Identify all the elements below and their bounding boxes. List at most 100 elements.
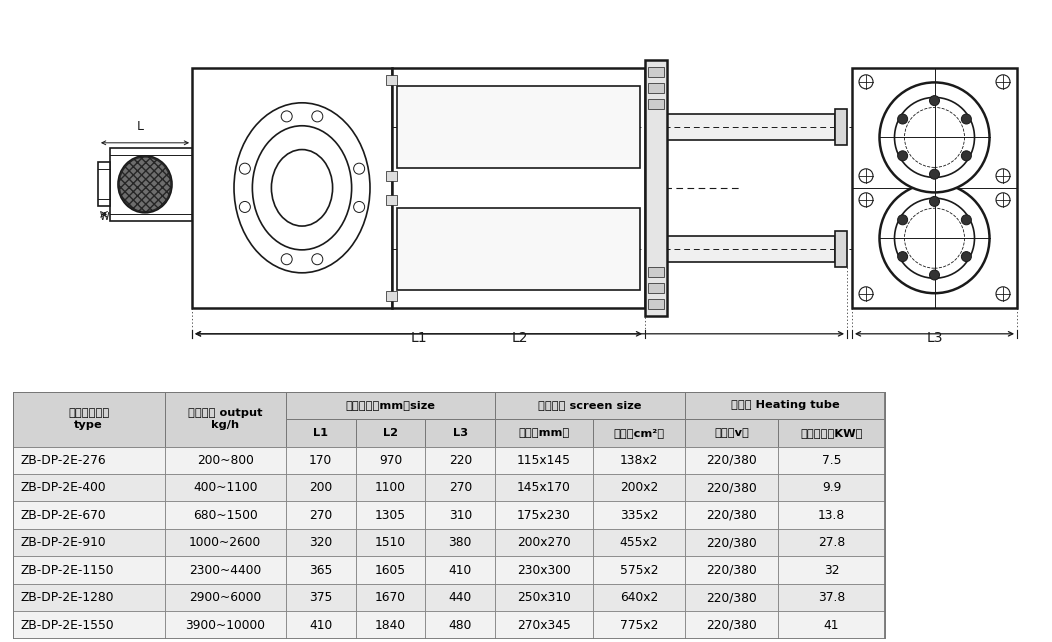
Bar — [286, 529, 356, 557]
Text: 适用产量 output
kg/h: 适用产量 output kg/h — [188, 408, 262, 430]
Text: 直径（mm）: 直径（mm） — [519, 428, 569, 438]
Text: 440: 440 — [448, 591, 472, 604]
Bar — [648, 67, 664, 77]
Bar — [286, 392, 495, 419]
Bar — [648, 83, 664, 93]
Bar — [648, 267, 664, 277]
Circle shape — [962, 252, 971, 261]
Bar — [835, 108, 847, 145]
Bar — [495, 557, 592, 584]
Circle shape — [897, 151, 908, 160]
Bar — [286, 501, 356, 529]
Bar — [835, 231, 847, 267]
Text: ZB-DP-2E-400: ZB-DP-2E-400 — [21, 482, 106, 494]
Bar — [777, 419, 886, 447]
Text: W: W — [99, 213, 108, 222]
Text: 200x2: 200x2 — [620, 482, 659, 494]
Circle shape — [996, 287, 1010, 301]
Text: L3: L3 — [452, 428, 468, 438]
Text: 2900~6000: 2900~6000 — [189, 591, 261, 604]
Bar — [13, 392, 164, 447]
Bar — [667, 114, 835, 140]
Text: L: L — [137, 120, 143, 133]
Bar — [386, 195, 397, 205]
Text: 27.8: 27.8 — [817, 536, 845, 549]
Text: 455x2: 455x2 — [620, 536, 659, 549]
Circle shape — [897, 215, 908, 225]
Circle shape — [311, 111, 323, 122]
Text: 电压（v）: 电压（v） — [714, 428, 749, 438]
Circle shape — [859, 287, 873, 301]
Bar — [13, 584, 164, 611]
Circle shape — [879, 82, 990, 193]
Text: 400~1100: 400~1100 — [193, 482, 258, 494]
Bar — [164, 529, 286, 557]
Text: 200x270: 200x270 — [518, 536, 571, 549]
Bar — [495, 419, 592, 447]
Circle shape — [859, 75, 873, 89]
Text: 175x230: 175x230 — [517, 508, 571, 522]
Text: 1305: 1305 — [375, 508, 406, 522]
Bar — [286, 447, 356, 474]
Bar — [495, 584, 592, 611]
Text: 320: 320 — [309, 536, 332, 549]
Text: 270x345: 270x345 — [517, 618, 571, 632]
Bar — [592, 611, 685, 639]
Bar — [648, 283, 664, 293]
Bar — [356, 611, 425, 639]
Bar — [386, 291, 397, 301]
Text: 7.5: 7.5 — [822, 454, 842, 467]
Bar — [286, 474, 356, 501]
Bar — [386, 75, 397, 85]
Bar — [685, 419, 777, 447]
Circle shape — [930, 270, 939, 280]
Text: L2: L2 — [383, 428, 398, 438]
Bar — [495, 474, 592, 501]
Text: 220/380: 220/380 — [706, 482, 756, 494]
Circle shape — [240, 202, 250, 213]
Text: ZB-DP-2E-670: ZB-DP-2E-670 — [21, 508, 106, 522]
Text: 220/380: 220/380 — [706, 508, 756, 522]
Text: 335x2: 335x2 — [620, 508, 659, 522]
Circle shape — [879, 183, 990, 293]
Text: 41: 41 — [824, 618, 839, 632]
Bar — [592, 501, 685, 529]
Bar — [164, 557, 286, 584]
Bar — [397, 86, 640, 168]
Bar — [592, 557, 685, 584]
Bar — [685, 557, 777, 584]
Circle shape — [897, 252, 908, 261]
Bar — [425, 419, 495, 447]
Text: ZB-DP-2E-1550: ZB-DP-2E-1550 — [21, 618, 115, 632]
Bar — [777, 474, 886, 501]
Bar — [286, 611, 356, 639]
Bar — [13, 529, 164, 557]
Bar — [98, 162, 110, 206]
Text: 200: 200 — [309, 482, 332, 494]
Bar — [356, 529, 425, 557]
Bar — [164, 447, 286, 474]
Bar — [425, 474, 495, 501]
Text: 775x2: 775x2 — [620, 618, 659, 632]
Bar — [193, 68, 392, 308]
Text: 680~1500: 680~1500 — [193, 508, 258, 522]
Circle shape — [353, 163, 365, 174]
Text: 加热功率（KW）: 加热功率（KW） — [801, 428, 863, 438]
Text: 200~800: 200~800 — [197, 454, 254, 467]
Text: 1510: 1510 — [375, 536, 406, 549]
Bar — [13, 447, 164, 474]
Text: ZB-DP-2E-1150: ZB-DP-2E-1150 — [21, 564, 115, 577]
Text: 1840: 1840 — [375, 618, 406, 632]
Text: 250x310: 250x310 — [517, 591, 571, 604]
Bar — [592, 584, 685, 611]
Bar — [386, 171, 397, 181]
Text: 220/380: 220/380 — [706, 536, 756, 549]
Text: 380: 380 — [448, 536, 472, 549]
Text: 220/380: 220/380 — [706, 618, 756, 632]
Text: 滤网尺寸 screen size: 滤网尺寸 screen size — [539, 401, 642, 410]
Ellipse shape — [271, 150, 332, 226]
Circle shape — [930, 196, 939, 207]
Bar — [110, 148, 193, 221]
Bar — [392, 68, 645, 308]
Text: 970: 970 — [379, 454, 402, 467]
